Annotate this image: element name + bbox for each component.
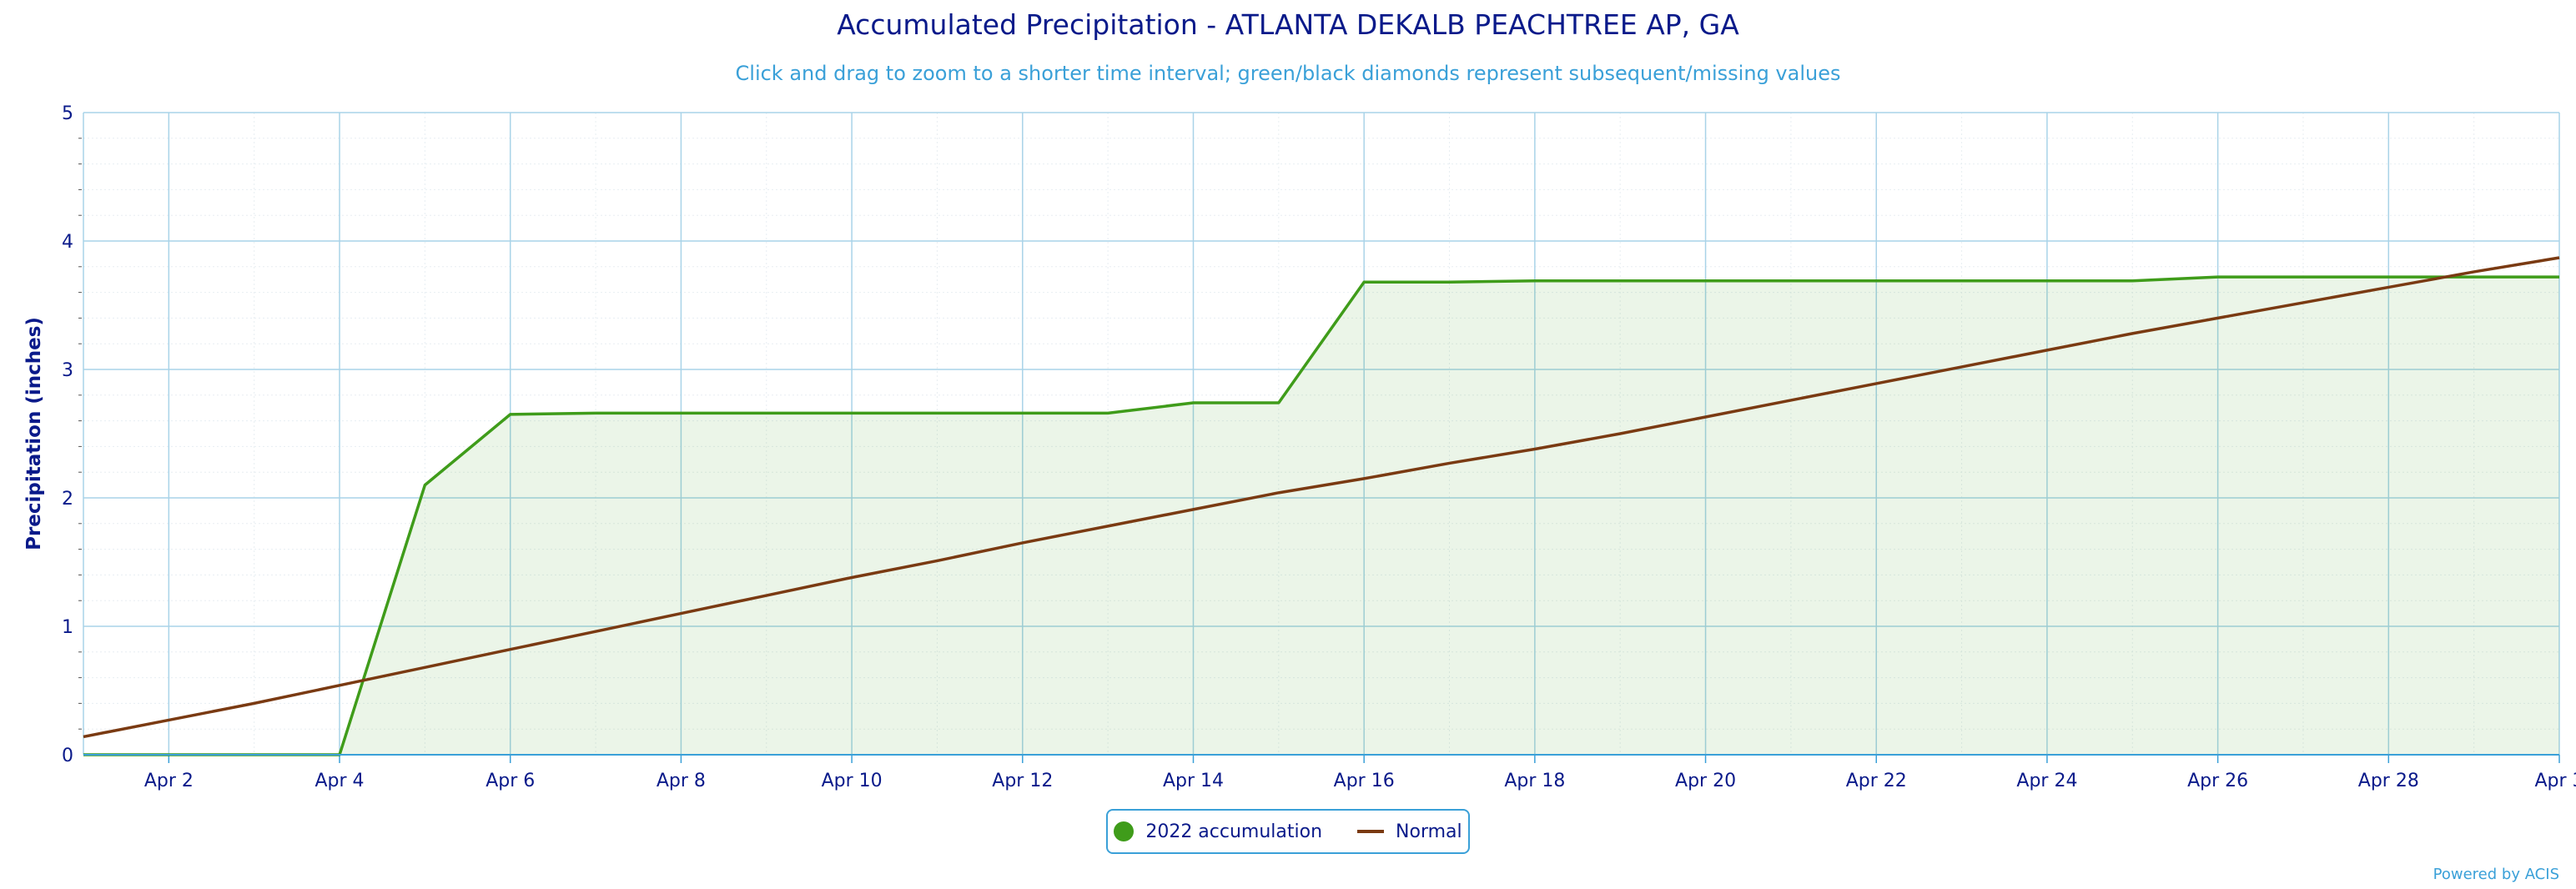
normal-point[interactable] [1359, 474, 1369, 484]
accumulation-point[interactable] [2213, 272, 2223, 282]
x-tick-label: Apr 28 [2358, 771, 2419, 791]
normal-point[interactable] [591, 626, 601, 636]
accumulation-point[interactable] [2127, 276, 2137, 286]
x-tick-label: Apr 4 [315, 771, 365, 791]
y-tick-label: 0 [62, 746, 73, 766]
normal-point[interactable] [1445, 458, 1455, 468]
normal-point[interactable] [164, 715, 174, 725]
accumulation-point[interactable] [1188, 398, 1198, 408]
normal-point[interactable] [762, 590, 772, 600]
x-tick-label: Apr 22 [1846, 771, 1907, 791]
accumulation-point[interactable] [2383, 272, 2393, 282]
circle-marker-icon [1114, 821, 1135, 841]
x-tick-label: Apr 2 [144, 771, 194, 791]
normal-point[interactable] [2383, 282, 2393, 292]
legend-label-2022-accumulation: 2022 accumulation [1145, 821, 1323, 842]
chart-title: Accumulated Precipitation - ATLANTA DEKA… [837, 8, 1739, 41]
normal-point[interactable] [1188, 505, 1198, 515]
x-tick-label: Apr 12 [992, 771, 1053, 791]
accumulation-point[interactable] [1701, 276, 1711, 286]
x-tick-label: Apr 3 [2534, 771, 2576, 791]
normal-point[interactable] [2554, 253, 2564, 263]
normal-point[interactable] [2298, 298, 2308, 308]
x-tick-label: Apr 20 [1675, 771, 1736, 791]
accumulation-point[interactable] [1530, 276, 1540, 286]
chart-legend: 2022 accumulation Normal [1106, 809, 1470, 854]
normal-point[interactable] [1103, 521, 1113, 531]
accumulation-point[interactable] [506, 409, 516, 419]
accumulation-point[interactable] [932, 408, 942, 418]
y-tick-label: 5 [62, 103, 73, 124]
normal-point[interactable] [1274, 488, 1284, 498]
x-tick-label: Apr 14 [1163, 771, 1224, 791]
y-tick-label: 3 [62, 360, 73, 381]
normal-point[interactable] [2213, 313, 2223, 323]
normal-point[interactable] [2469, 267, 2479, 277]
y-axis-title: Precipitation (inches) [23, 317, 45, 550]
y-tick-label: 2 [62, 489, 73, 510]
normal-point[interactable] [420, 662, 430, 672]
normal-point[interactable] [932, 555, 942, 565]
accumulation-point[interactable] [2554, 272, 2564, 282]
series-area-2022-accumulation [83, 277, 2559, 755]
legend-label-normal: Normal [1396, 821, 1462, 842]
normal-point[interactable] [1786, 395, 1796, 405]
accumulation-point[interactable] [1615, 276, 1625, 286]
normal-point[interactable] [1615, 429, 1625, 439]
accumulation-point[interactable] [2298, 272, 2308, 282]
accumulation-point[interactable] [420, 480, 430, 490]
accumulation-point[interactable] [591, 408, 601, 418]
normal-point[interactable] [506, 645, 516, 655]
normal-point[interactable] [1701, 412, 1711, 422]
normal-point[interactable] [2127, 329, 2137, 339]
line-marker-icon [1357, 830, 1385, 833]
normal-point[interactable] [676, 609, 686, 619]
legend-item-2022-accumulation[interactable]: 2022 accumulation [1114, 821, 1322, 842]
series-line-2022-accumulation[interactable] [83, 275, 2559, 756]
accumulation-point[interactable] [1871, 276, 1881, 286]
normal-point[interactable] [249, 698, 259, 708]
x-tick-label: Apr 24 [2016, 771, 2077, 791]
accumulation-point[interactable] [1018, 408, 1028, 418]
accumulation-point[interactable] [1103, 408, 1113, 418]
y-tick-label: 4 [62, 232, 73, 253]
normal-point[interactable] [847, 572, 857, 582]
normal-point[interactable] [78, 731, 88, 741]
accumulation-point[interactable] [847, 408, 857, 418]
series-line-normal[interactable] [83, 256, 2560, 739]
x-tick-label: Apr 10 [822, 771, 883, 791]
accumulation-point[interactable] [2042, 276, 2052, 286]
accumulation-point[interactable] [1957, 276, 1967, 286]
normal-point[interactable] [1871, 379, 1881, 389]
credits-link[interactable]: Powered by ACIS [2433, 866, 2559, 883]
normal-point[interactable] [1957, 362, 1967, 372]
x-tick-label: Apr 8 [657, 771, 706, 791]
x-tick-label: Apr 16 [1334, 771, 1395, 791]
x-tick-label: Apr 26 [2187, 771, 2248, 791]
x-tick-label: Apr 6 [486, 771, 535, 791]
accumulation-point[interactable] [762, 408, 772, 418]
y-tick-label: 1 [62, 617, 73, 638]
legend-item-normal[interactable]: Normal [1357, 821, 1462, 842]
normal-point[interactable] [2042, 345, 2052, 355]
normal-point[interactable] [1530, 444, 1540, 454]
accumulation-point[interactable] [1359, 277, 1369, 287]
normal-point[interactable] [335, 681, 345, 691]
accumulation-point[interactable] [1274, 398, 1284, 408]
normal-point[interactable] [1018, 538, 1028, 548]
chart-subtitle: Click and drag to zoom to a shorter time… [735, 62, 1841, 85]
accumulation-point[interactable] [1786, 276, 1796, 286]
x-tick-label: Apr 18 [1504, 771, 1565, 791]
accumulation-point[interactable] [676, 408, 686, 418]
accumulation-point[interactable] [1445, 277, 1455, 287]
